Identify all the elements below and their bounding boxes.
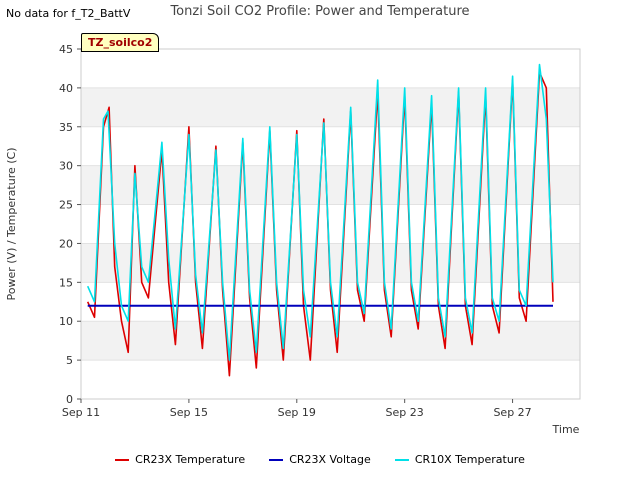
y-tick-label: 25 (59, 199, 73, 212)
x-tick-label: Sep 19 (278, 406, 316, 419)
series-lines (86, 63, 554, 377)
y-tick-label: 45 (59, 43, 73, 56)
plot-frame (80, 48, 581, 400)
grid-band (81, 49, 580, 88)
legend: CR23X Temperature CR23X Voltage CR10X Te… (0, 453, 640, 466)
grid-bands (80, 48, 581, 400)
legend-label: CR23X Temperature (135, 453, 246, 466)
y-axis: 0 5 10 15 20 25 30 35 40 45 (59, 43, 81, 406)
x-tick-label: Sep 23 (386, 406, 424, 419)
site-badge: TZ_soilco2 (81, 33, 160, 52)
x-axis: Sep 11 Sep 15 Sep 19 Sep 23 Sep 27 (62, 399, 532, 419)
series-line-cr23x-temperature (86, 71, 554, 377)
grid-band (81, 321, 580, 361)
y-tick-label: 30 (59, 160, 73, 173)
chart-title: Tonzi Soil CO2 Profile: Power and Temper… (170, 4, 470, 19)
series-line-cr10x-temperature (86, 63, 554, 361)
y-tick-label: 40 (59, 82, 73, 95)
legend-swatch (269, 458, 284, 461)
grid-band (81, 360, 580, 399)
legend-swatch (115, 458, 130, 461)
y-axis-label: Power (V) / Temperature (C) (5, 147, 18, 300)
y-tick-label: 15 (59, 276, 73, 289)
legend-label: CR23X Voltage (289, 453, 371, 466)
x-tick-label: Sep 15 (170, 406, 208, 419)
x-tick-label: Sep 27 (493, 406, 531, 419)
legend-swatch (394, 458, 409, 461)
x-axis-label: Time (552, 423, 580, 436)
x-tick-label: Sep 11 (62, 406, 100, 419)
legend-item-cr10x-temperature: CR10X Temperature (394, 453, 525, 466)
y-tick-label: 35 (59, 121, 73, 134)
grid-band (81, 204, 580, 244)
grid-band (81, 87, 580, 127)
legend-item-cr23x-voltage: CR23X Voltage (269, 453, 371, 466)
no-data-message: No data for f_T2_BattV (6, 7, 131, 20)
legend-item-cr23x-temperature: CR23X Temperature (115, 453, 245, 466)
legend-label: CR10X Temperature (414, 453, 525, 466)
grid-band (81, 126, 580, 166)
y-tick-label: 0 (66, 393, 73, 406)
y-tick-label: 20 (59, 237, 73, 250)
y-tick-label: 10 (59, 315, 73, 328)
y-tick-label: 5 (66, 354, 73, 367)
